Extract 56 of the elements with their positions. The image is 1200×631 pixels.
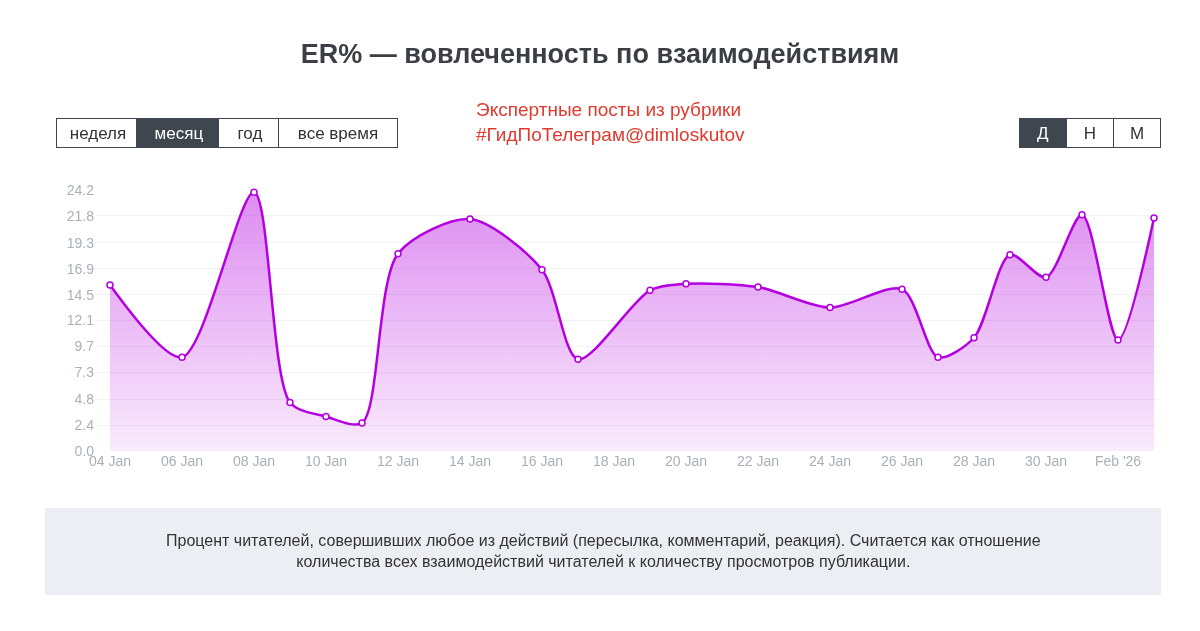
text: Д: [1037, 123, 1049, 143]
text: месяц: [154, 123, 204, 143]
text: неделя: [69, 123, 127, 143]
point: [970, 334, 978, 342]
y-tick-label: 19.3: [66, 234, 95, 251]
point: [178, 353, 186, 361]
x-tick-label: 24 Jan: [808, 453, 852, 469]
point: [826, 303, 834, 312]
x-tick-label: 26 Jan: [880, 453, 924, 469]
x-tick-label: 14 Jan: [448, 453, 492, 469]
point: [106, 281, 114, 289]
y-tick-label: 12.1: [66, 312, 95, 329]
x-tick-label: Feb '26: [1094, 453, 1142, 469]
x-tick-label: 08 Jan: [232, 453, 276, 469]
point: [574, 355, 582, 364]
point: [1114, 336, 1122, 344]
y-tick-label: 9.7: [74, 338, 95, 355]
y-tick-label: 21.8: [66, 207, 95, 224]
point: [682, 280, 690, 288]
x-tick-label: 30 Jan: [1024, 453, 1068, 469]
point: [934, 353, 942, 361]
point: [286, 398, 294, 407]
text: все время: [297, 123, 379, 143]
x-tick-label: 16 Jan: [520, 453, 564, 469]
text: Н: [1083, 123, 1097, 143]
text: год: [237, 123, 263, 143]
point: [466, 215, 474, 223]
y-tick-label: 4.8: [74, 391, 95, 408]
x-tick-label: 28 Jan: [952, 453, 996, 469]
point: [898, 285, 906, 293]
point: [1150, 214, 1158, 222]
y-tick-label: 2.4: [74, 417, 95, 434]
point: [754, 283, 762, 291]
chart-title: ER% — вовлеченность по взаимодействиям: [300, 39, 900, 70]
point: [394, 249, 402, 258]
point: [322, 412, 330, 421]
x-tick-label: 20 Jan: [664, 453, 708, 469]
y-tick-label: 14.5: [66, 286, 95, 303]
y-tick-label: 24.2: [66, 181, 95, 198]
point: [1078, 211, 1086, 219]
x-tick-label: 22 Jan: [736, 453, 780, 469]
point: [646, 286, 654, 295]
x-tick-label: 10 Jan: [304, 453, 348, 469]
x-tick-label: 18 Jan: [592, 453, 636, 469]
x-tick-label: 12 Jan: [376, 453, 420, 469]
point: [538, 266, 546, 274]
x-tick-label: 06 Jan: [160, 453, 204, 469]
point: [1006, 250, 1014, 259]
point: [250, 188, 258, 196]
text: М: [1129, 123, 1145, 143]
point: [358, 419, 366, 427]
point: [1042, 273, 1050, 282]
y-tick-label: 16.9: [66, 260, 95, 277]
text: Процент читателей, совершивших любое из действий (пересылка, комментарий, реакция). Считается как отношение количества всех взаимодействий читателей к количеству просмотров публикации.: [166, 532, 1041, 570]
y-tick-label: 7.3: [74, 364, 95, 381]
text: Экспертные посты из рубрики #ГидПоТелеграм@dimloskutov: [476, 99, 746, 145]
